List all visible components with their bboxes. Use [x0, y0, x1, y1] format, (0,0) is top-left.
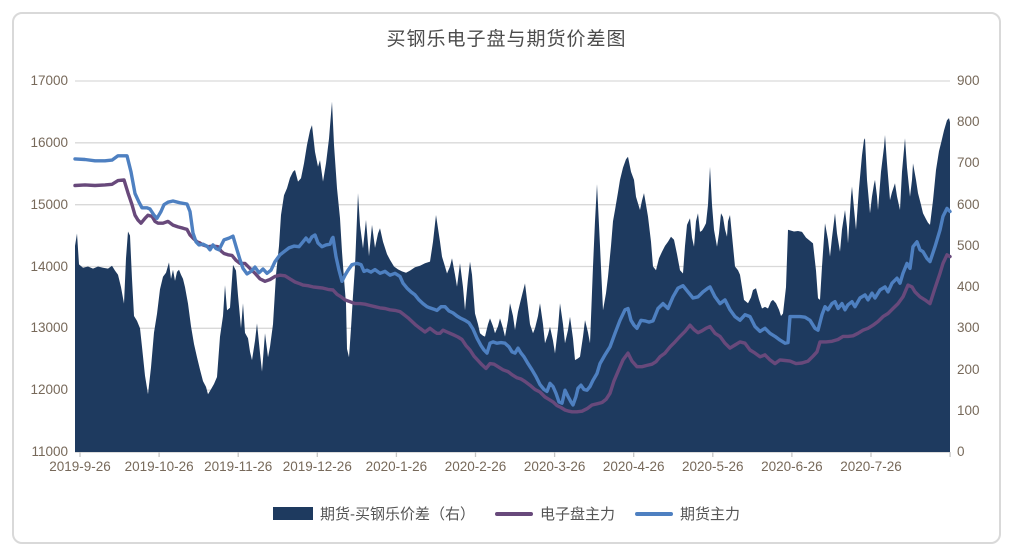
- legend-item-1: 电子盘主力: [494, 503, 615, 524]
- x-axis-label: 2020-7-26: [840, 459, 902, 474]
- legend-swatch-ebp-line: [494, 511, 533, 516]
- y-axis-right-label: 300: [957, 320, 980, 336]
- legend-label: 期货主力: [680, 506, 741, 523]
- y-axis-right-label: 900: [957, 73, 980, 88]
- x-axis-label: 2020-4-26: [602, 459, 665, 474]
- y-axis-right-label: 0: [957, 444, 965, 459]
- y-axis-left-label: 12000: [30, 382, 68, 398]
- spread-area-series: [75, 101, 950, 452]
- y-axis-left-label: 11000: [31, 444, 68, 459]
- y-axis-right-label: 400: [957, 279, 980, 295]
- x-axis-label: 2020-6-26: [761, 459, 823, 474]
- legend-swatch-futures-line: [635, 511, 673, 516]
- futures-main-line: [73, 154, 952, 407]
- x-axis-label: 2019-9-26: [49, 459, 111, 474]
- x-axis-label: 2020-5-26: [682, 459, 744, 474]
- legend-item-2: 期货主力: [635, 503, 740, 524]
- x-axis-label: 2019-11-26: [204, 459, 273, 474]
- x-axis-label: 2020-1-26: [365, 459, 428, 474]
- y-axis-right-label: 700: [957, 155, 980, 171]
- y-axis-right-label: 100: [957, 402, 980, 418]
- ebp-main-line: [73, 178, 952, 414]
- x-axis-label: 2020-3-26: [523, 459, 586, 474]
- chart-title: 买钢乐电子盘与期货价差图: [386, 29, 627, 50]
- y-axis-right-label: 600: [957, 196, 980, 212]
- y-axis-left-label: 16000: [30, 134, 68, 150]
- legend-swatch-area: [272, 507, 313, 520]
- y-axis-right-label: 800: [957, 114, 980, 130]
- x-axis-label: 2020-2-26: [444, 459, 507, 474]
- y-axis-left-label: 15000: [30, 196, 68, 212]
- y-axis-left-label: 14000: [30, 258, 68, 274]
- legend-item-0: 期货-买钢乐价差（右）: [272, 503, 475, 524]
- x-axis-label: 2019-10-26: [124, 459, 194, 474]
- legend: 期货-买钢乐价差（右） 电子盘主力 期货主力: [0, 503, 1013, 524]
- x-axis-label: 2019-12-26: [282, 459, 352, 474]
- y-axis-right-label: 200: [957, 361, 980, 377]
- y-axis-right-label: 500: [957, 237, 980, 253]
- y-axis-left-label: 13000: [30, 320, 68, 336]
- legend-label: 电子盘主力: [539, 506, 615, 523]
- y-axis-left-label: 17000: [30, 73, 68, 88]
- legend-label: 期货-买钢乐价差（右）: [319, 506, 475, 523]
